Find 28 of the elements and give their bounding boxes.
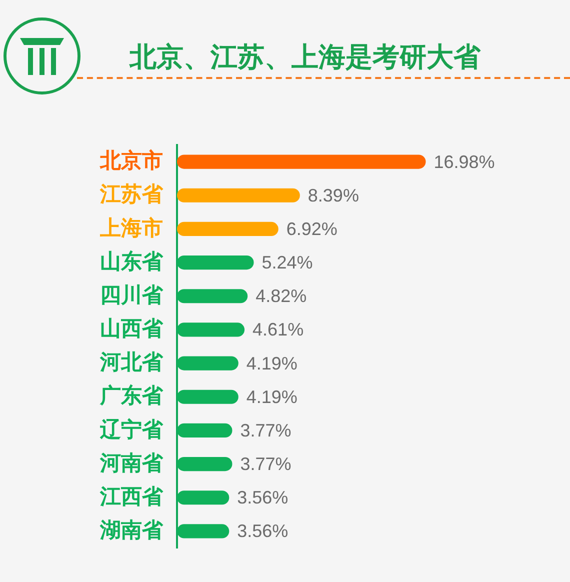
y-tick-label: 山西省 bbox=[100, 318, 164, 341]
y-tick-label: 河北省 bbox=[99, 351, 164, 374]
data-label: 3.56% bbox=[237, 488, 288, 508]
y-tick-label: 上海市 bbox=[99, 216, 163, 240]
y-tick-label: 辽宁省 bbox=[99, 417, 164, 442]
data-label: 3.56% bbox=[237, 521, 288, 542]
y-tick-label: 湖南省 bbox=[99, 519, 164, 542]
y-tick-label: 山东省 bbox=[100, 249, 164, 274]
bar bbox=[177, 222, 278, 236]
y-tick-label: 江西省 bbox=[99, 485, 164, 508]
y-tick-label: 北京市 bbox=[99, 148, 163, 173]
data-label: 4.61% bbox=[252, 320, 304, 340]
bar bbox=[177, 188, 300, 202]
y-tick-label: 江苏省 bbox=[99, 183, 164, 206]
y-tick-label: 广东省 bbox=[99, 384, 164, 408]
data-label: 3.77% bbox=[240, 420, 292, 440]
bar bbox=[177, 154, 426, 169]
data-label: 8.39% bbox=[308, 185, 359, 206]
y-tick-label: 河南省 bbox=[99, 452, 164, 475]
data-label: 3.77% bbox=[240, 454, 292, 474]
data-label: 16.98% bbox=[434, 152, 495, 172]
data-label: 6.92% bbox=[286, 218, 338, 239]
data-label: 4.82% bbox=[256, 286, 307, 306]
chart-title: 北京、江苏、上海是考研大省 bbox=[128, 41, 482, 75]
y-tick-label: 四川省 bbox=[100, 284, 164, 307]
data-label: 5.24% bbox=[262, 252, 313, 273]
data-label: 4.19% bbox=[246, 353, 298, 374]
data-label: 4.19% bbox=[246, 386, 298, 407]
